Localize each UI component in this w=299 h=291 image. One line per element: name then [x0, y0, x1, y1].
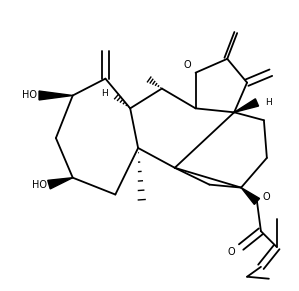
Text: O: O — [184, 60, 192, 70]
Polygon shape — [48, 178, 73, 189]
Text: O: O — [263, 193, 271, 203]
Text: H: H — [101, 89, 107, 98]
Polygon shape — [241, 188, 260, 205]
Text: O: O — [228, 247, 235, 257]
Text: HO: HO — [22, 91, 37, 100]
Polygon shape — [39, 91, 73, 100]
Text: HO: HO — [32, 180, 47, 190]
Text: H: H — [265, 98, 271, 107]
Polygon shape — [234, 99, 259, 112]
